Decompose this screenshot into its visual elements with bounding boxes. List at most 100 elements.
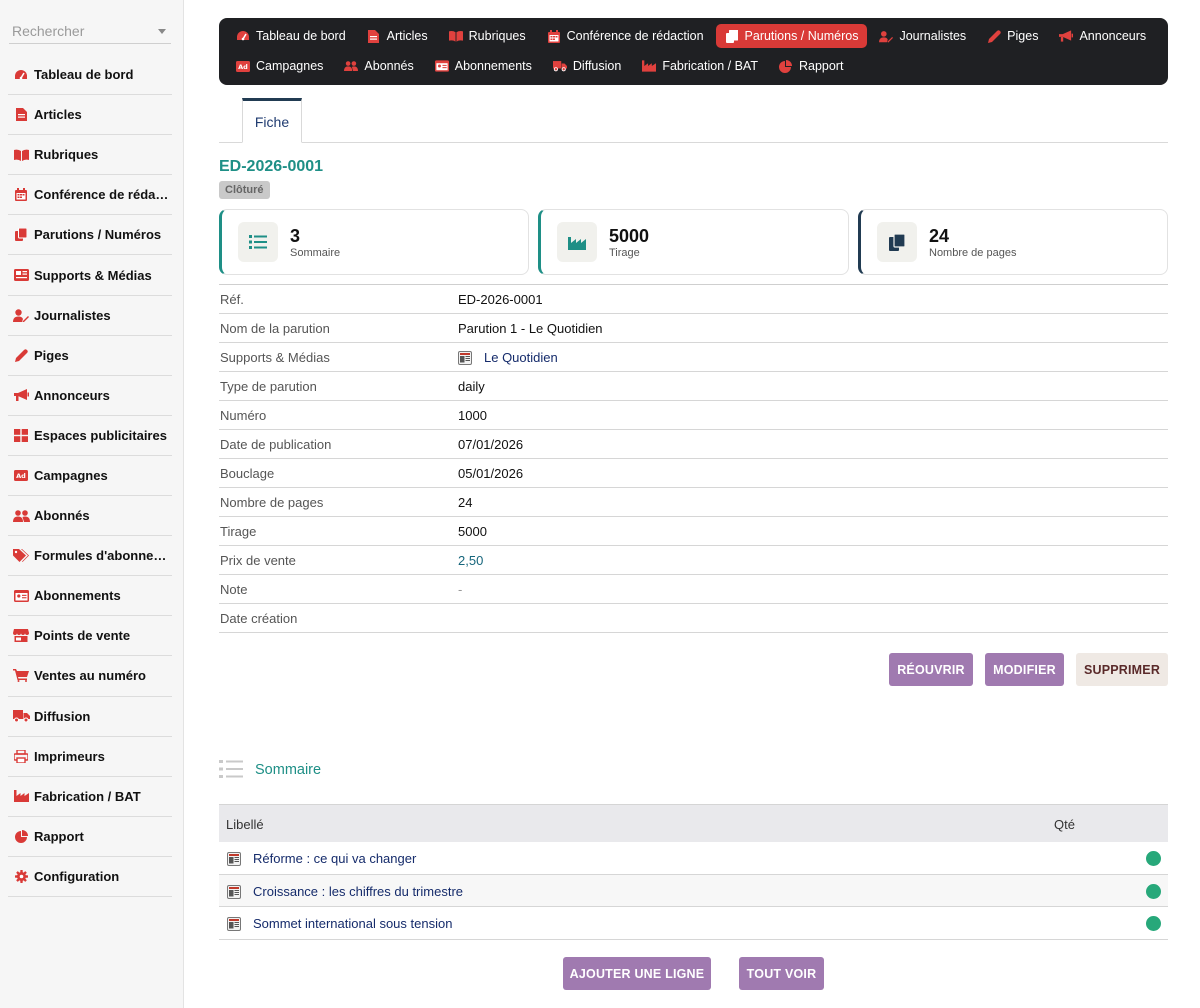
detail-row: Note - — [219, 575, 1168, 604]
detail-row: Nombre de pages 24 — [219, 488, 1168, 517]
detail-row: Date création — [219, 604, 1168, 633]
nav-item[interactable]: Abonnés — [335, 54, 422, 78]
detail-value: 05/01/2026 — [458, 466, 523, 481]
top-nav-row-1: Tableau de bord Articles Rubriques Conféren… — [227, 24, 1158, 48]
nav-item[interactable]: Journalistes — [870, 24, 975, 48]
sidebar-item-label: Conférence de rédac… — [34, 187, 172, 203]
sidebar-item[interactable]: Diffusion — [8, 697, 172, 737]
svg-text:Ad: Ad — [238, 63, 248, 71]
status-dot — [1146, 851, 1161, 866]
sidebar-item[interactable]: Imprimeurs — [8, 737, 172, 777]
copy-icon — [877, 222, 917, 262]
stat-label: Tirage — [609, 247, 640, 259]
table-header: Libellé Qté — [219, 804, 1168, 842]
sidebar-item[interactable]: Formules d'abonne… — [8, 536, 172, 577]
tab-fiche[interactable]: Fiche — [242, 98, 302, 143]
top-nav-row-2: Ad Campagnes Abonnés Abonnements Diffusion Fa… — [227, 54, 855, 78]
sidebar-item[interactable]: Annonceurs — [8, 376, 172, 416]
nav-item[interactable]: Annonceurs — [1050, 24, 1155, 48]
search-input[interactable] — [9, 20, 149, 42]
sidebar-item[interactable]: Tableau de bord — [8, 55, 172, 96]
detail-value-text: 05/01/2026 — [458, 466, 524, 481]
nav-item[interactable]: Tableau de bord — [227, 24, 355, 48]
stat-value: 5000 — [609, 226, 650, 246]
detail-value-text: 24 — [458, 495, 473, 510]
column-header-label[interactable]: Libellé — [226, 817, 264, 832]
nav-item[interactable]: Conférence de rédaction — [538, 24, 713, 48]
nav-item[interactable]: Piges — [978, 24, 1047, 48]
sidebar-item[interactable]: Journalistes — [8, 296, 172, 336]
sidebar-item-label: Abonnés — [34, 508, 90, 524]
detail-value: - — [458, 582, 462, 597]
sidebar-item[interactable]: Conférence de rédac… — [8, 175, 172, 216]
sidebar-item-label: Espaces publicitaires — [34, 427, 167, 443]
detail-value: 2,50 — [458, 553, 483, 568]
nav-item[interactable]: Parutions / Numéros — [715, 24, 868, 48]
pie-chart-icon — [779, 59, 793, 73]
reopen-button[interactable]: RÉOUVRIR — [889, 653, 973, 686]
view-all-button[interactable]: TOUT VOIR — [739, 957, 824, 990]
detail-value-text: daily — [458, 379, 485, 394]
detail-row: Tirage 5000 — [219, 517, 1168, 546]
detail-row: Type de parution daily — [219, 372, 1168, 401]
svg-text:Ad: Ad — [16, 472, 26, 480]
table-row[interactable]: Croissance : les chiffres du trimestre — [219, 874, 1168, 907]
add-line-button[interactable]: AJOUTER UNE LIGNE — [563, 957, 711, 990]
row-label[interactable]: Réforme : ce qui va changer — [253, 851, 417, 866]
sidebar-item[interactable]: Espaces publicitaires — [8, 416, 172, 456]
sidebar-item[interactable]: Configuration — [8, 857, 172, 897]
users-icon — [344, 60, 359, 72]
stat-value: 3 — [290, 226, 301, 246]
table-row[interactable]: Sommet international sous tension — [219, 907, 1168, 940]
detail-row: Prix de vente 2,50 — [219, 546, 1168, 575]
sidebar-item[interactable]: Ventes au numéro — [8, 656, 172, 697]
chevron-down-icon[interactable] — [158, 29, 166, 34]
sidebar-item-label: Journalistes — [34, 307, 111, 323]
nav-item[interactable]: Fabrication / BAT — [633, 54, 767, 78]
search-box[interactable] — [9, 20, 171, 44]
dashboard-icon — [12, 68, 30, 82]
edit-button[interactable]: MODIFIER — [985, 653, 1064, 686]
nav-item[interactable]: Rubriques — [440, 24, 535, 48]
nav-item-label: Abonnés — [364, 59, 414, 73]
newspaper-thumb-icon — [227, 917, 241, 931]
nav-item[interactable]: Articles — [358, 24, 437, 48]
row-label[interactable]: Sommet international sous tension — [253, 916, 453, 931]
sidebar-item-label: Formules d'abonne… — [34, 548, 167, 564]
sidebar-item[interactable]: Fabrication / BAT — [8, 777, 172, 817]
sidebar-item[interactable]: Parutions / Numéros — [8, 215, 172, 256]
sidebar-item[interactable]: Supports & Médias — [8, 255, 172, 296]
nav-item-label: Piges — [1007, 29, 1039, 43]
detail-label: Nom de la parution — [220, 321, 330, 336]
sidebar-item[interactable]: Points de vente — [8, 616, 172, 657]
nav-item[interactable]: Ad Campagnes — [227, 54, 332, 78]
table-row[interactable]: Réforme : ce qui va changer — [219, 842, 1168, 875]
sidebar-item[interactable]: Piges — [8, 336, 172, 376]
sidebar-item[interactable]: Rubriques — [8, 135, 172, 176]
tags-icon — [12, 549, 30, 563]
detail-value[interactable]: Le Quotidien — [458, 350, 558, 365]
sidebar-item[interactable]: Rapport — [8, 817, 172, 857]
detail-value-text: Parution 1 - Le Quotidien — [458, 321, 603, 336]
column-header-qty[interactable]: Qté — [1054, 817, 1075, 832]
industry-icon — [557, 222, 597, 262]
row-label[interactable]: Croissance : les chiffres du trimestre — [253, 883, 463, 899]
nav-item[interactable]: Rapport — [770, 54, 852, 78]
sidebar-item[interactable]: Abonnements — [8, 576, 172, 617]
detail-label: Prix de vente — [220, 553, 296, 568]
sidebar-item[interactable]: Abonnés — [8, 496, 172, 537]
detail-value-text: ED-2026-0001 — [458, 292, 543, 307]
calendar-icon — [547, 29, 561, 43]
dashboard-icon — [236, 30, 250, 42]
user-pen-icon — [879, 30, 894, 43]
sidebar-item[interactable]: Articles — [8, 95, 172, 136]
nav-item[interactable]: Abonnements — [426, 54, 541, 78]
top-navigation: Tableau de bord Articles Rubriques Conféren… — [219, 18, 1168, 85]
detail-value: 07/01/2026 — [458, 437, 523, 452]
detail-row: Nom de la parution Parution 1 - Le Quotid… — [219, 314, 1168, 343]
sidebar-item[interactable]: Ad Campagnes — [8, 456, 172, 497]
detail-label: Réf. — [220, 292, 244, 307]
delete-button[interactable]: SUPPRIMER — [1076, 653, 1168, 686]
nav-item[interactable]: Diffusion — [544, 54, 630, 78]
detail-value-text: - — [458, 582, 463, 597]
